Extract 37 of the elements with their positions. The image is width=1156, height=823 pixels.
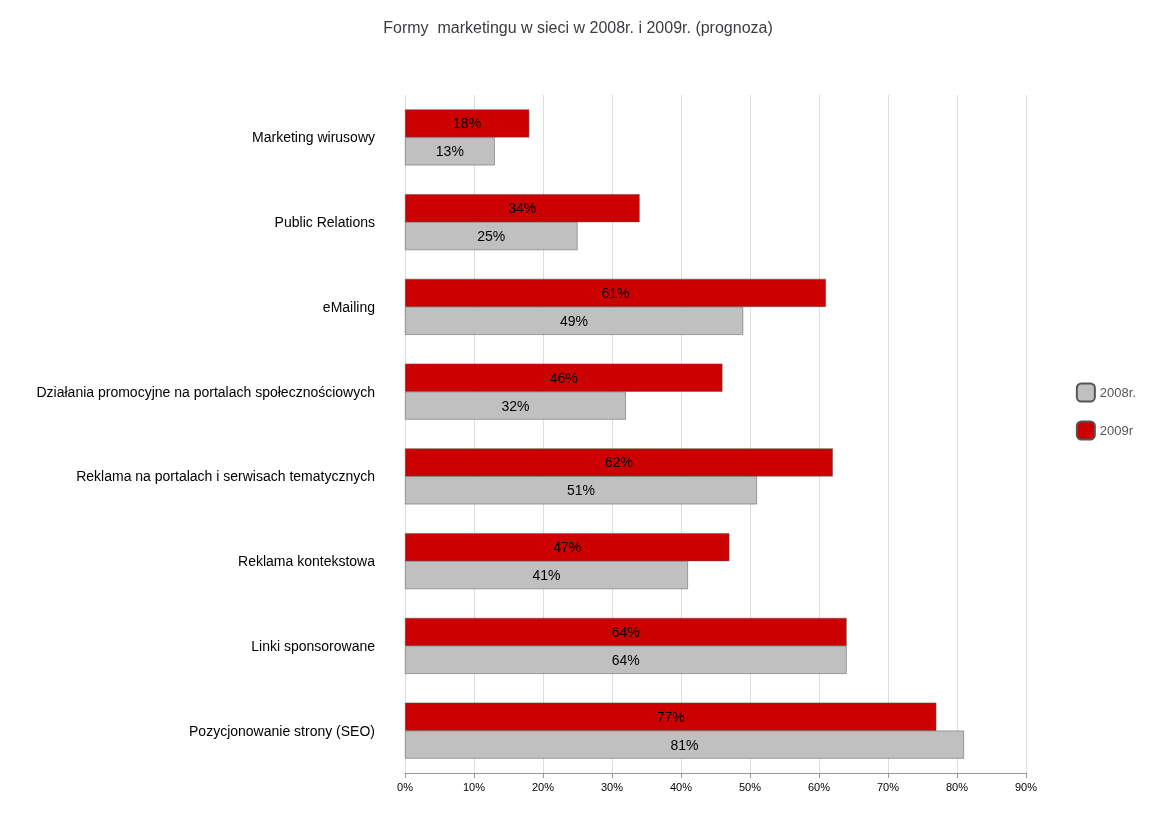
- x-tick-label: 90%: [1014, 780, 1038, 793]
- y-tick-label: Działania promocyjne na portalach społecznościowych: [36, 383, 375, 400]
- x-tick-label: 10%: [462, 780, 486, 793]
- data-label: 25%: [477, 228, 506, 245]
- data-label: 64%: [611, 651, 640, 668]
- data-label: 13%: [435, 143, 464, 160]
- data-label: 46%: [549, 369, 578, 386]
- y-tick-label: Marketing wirusowy: [252, 129, 375, 146]
- data-label: 62%: [604, 454, 633, 471]
- legend-label: 2009r: [1099, 423, 1134, 438]
- x-tick-label: 40%: [669, 780, 693, 793]
- y-tick-label: Pozycjonowanie strony (SEO): [189, 722, 375, 739]
- x-tick-label: 0%: [397, 780, 414, 793]
- data-label: 51%: [566, 482, 595, 499]
- y-tick-label: Public Relations: [274, 214, 375, 231]
- data-label: 64%: [611, 623, 640, 640]
- x-tick-label: 70%: [876, 780, 900, 793]
- y-tick-label: Reklama na portalach i serwisach tematycznych: [76, 468, 375, 485]
- y-tick-label: Reklama kontekstowa: [238, 553, 376, 570]
- x-tick-label: 30%: [600, 780, 624, 793]
- x-tick-label: 20%: [531, 780, 555, 793]
- data-label: 34%: [508, 200, 537, 217]
- data-label: 18%: [453, 115, 482, 132]
- x-tick-label: 50%: [738, 780, 762, 793]
- data-label: 47%: [553, 539, 582, 556]
- y-tick-label: Linki sponsorowane: [251, 637, 376, 654]
- data-label: 41%: [532, 567, 561, 584]
- x-tick-label: 80%: [945, 780, 969, 793]
- x-tick-label: 60%: [807, 780, 831, 793]
- chart-title: Formy marketingu w sieci w 2008r. i 2009r. (prognoza): [383, 18, 773, 36]
- data-label: 81%: [670, 736, 699, 753]
- legend-label: 2008r.: [1099, 385, 1137, 400]
- data-label: 49%: [560, 312, 589, 329]
- data-label: 32%: [501, 397, 530, 414]
- y-tick-label: eMailing: [322, 298, 375, 315]
- data-label: 77%: [656, 708, 685, 725]
- data-label: 61%: [601, 284, 630, 301]
